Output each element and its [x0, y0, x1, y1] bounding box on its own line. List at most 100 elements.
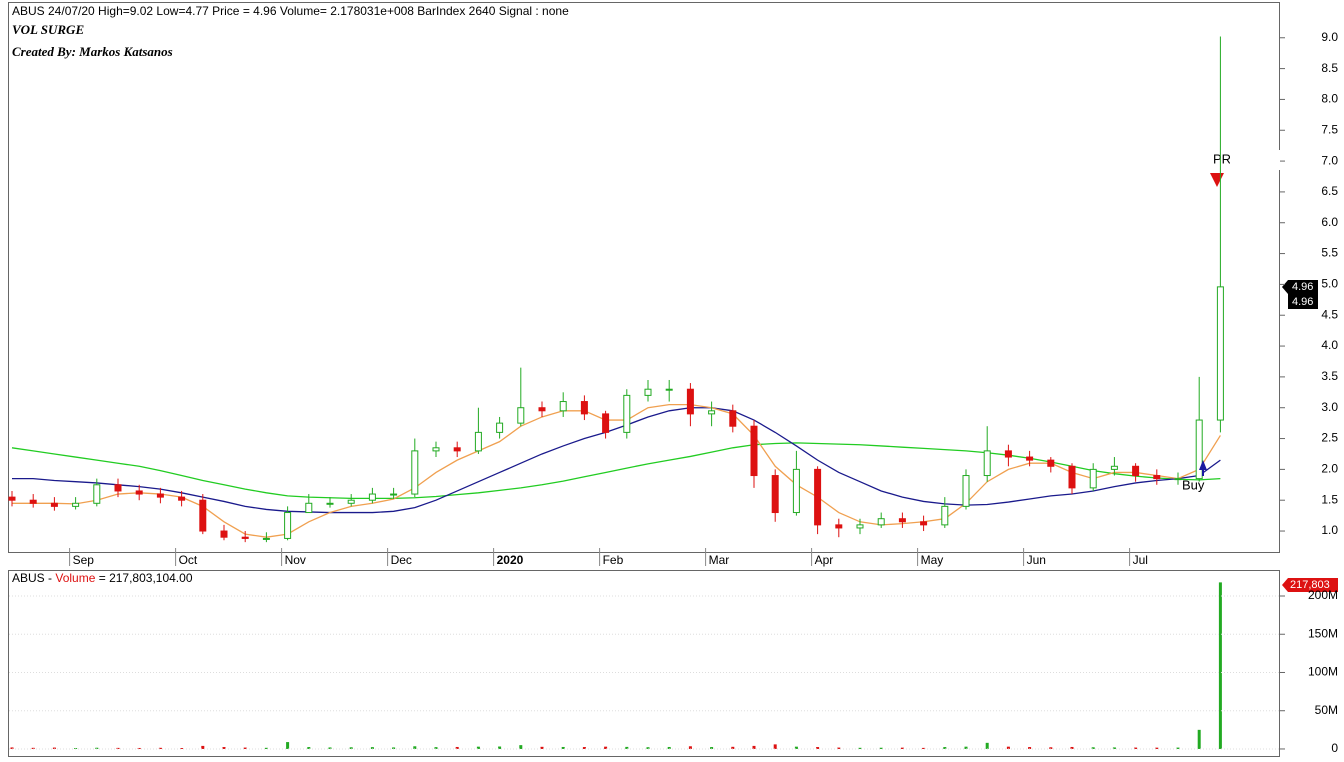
volume-bar [752, 745, 756, 749]
volume-bar [1070, 746, 1074, 749]
clip [1230, 150, 1280, 170]
volume-bar [964, 746, 968, 749]
y-tick-label: 8.5 [1321, 61, 1338, 75]
volume-bar [582, 747, 586, 749]
y-tick-label: 2.5 [1321, 431, 1338, 445]
y-tick-label: 3.5 [1321, 369, 1338, 383]
candle-body [1047, 459, 1055, 467]
volume-bar [1218, 582, 1222, 749]
volume-bar [540, 746, 544, 749]
candle-body [792, 468, 800, 514]
candle-body [8, 496, 16, 501]
candle-body [262, 537, 270, 540]
candle-body [580, 401, 588, 415]
volume-bar [1155, 747, 1159, 749]
candle-body [729, 410, 737, 427]
candle-body [665, 388, 673, 391]
candle-body [644, 388, 652, 396]
volume-header: ABUS - Volume = 217,803,104.00 [12, 571, 193, 585]
volume-bar [816, 747, 820, 749]
y-tick-label: 150M [1308, 626, 1338, 640]
y-tick-label: 5.0 [1321, 277, 1338, 291]
candle-body [962, 475, 970, 507]
candle-body [1153, 475, 1161, 480]
volume-bar [243, 747, 247, 749]
candle-body [559, 401, 567, 412]
y-tick-label: 8.0 [1321, 92, 1338, 106]
y-tick-label: 100M [1308, 665, 1338, 679]
volume-bar [307, 747, 311, 749]
candle-body [474, 431, 482, 452]
x-tick-label: Nov [285, 553, 306, 567]
candle-body [347, 499, 355, 504]
candle-body [411, 450, 419, 495]
y-tick-label: 50M [1315, 703, 1338, 717]
volume-bar [688, 746, 692, 749]
volume-bar [519, 745, 523, 749]
candle-body [178, 496, 186, 501]
x-tick-label: Dec [391, 553, 412, 567]
volume-bar [31, 747, 35, 749]
volume-bar [95, 747, 99, 749]
candle-body [241, 536, 249, 539]
volume-bar [52, 747, 56, 749]
volume-panel [8, 570, 1280, 757]
price-label: 4.96 [1292, 281, 1313, 293]
candle-body [814, 468, 822, 526]
volume-name: Volume [55, 571, 95, 585]
volume-bar [1028, 747, 1032, 749]
volume-bar [180, 748, 184, 749]
candle-body [898, 518, 906, 523]
y-tick-label: 4.0 [1321, 338, 1338, 352]
volume-bar [201, 745, 205, 749]
volume-bar [10, 747, 14, 749]
candle-body [220, 530, 228, 538]
volume-bar [858, 747, 862, 749]
candle-body [686, 388, 694, 415]
candle-body [920, 521, 928, 526]
volume-bar [370, 747, 374, 749]
volume-bar [710, 747, 714, 749]
volume-bar [837, 747, 841, 749]
candle-body [199, 499, 207, 532]
volume-bar [922, 747, 926, 749]
volume-symbol: ABUS - [12, 571, 52, 585]
candle-body [1132, 465, 1140, 477]
candle-body [156, 493, 164, 498]
volume-bar [286, 742, 290, 749]
volume-bar [561, 746, 565, 749]
volume-bar [264, 747, 268, 749]
candle-body [326, 502, 334, 505]
volume-bar [900, 747, 904, 749]
volume-bar [455, 746, 459, 749]
volume-bar [625, 746, 629, 749]
x-tick-label: Jul [1133, 553, 1148, 567]
y-tick-label: 2.0 [1321, 462, 1338, 476]
volume-bar [985, 742, 989, 749]
candle-body [517, 407, 525, 424]
candle-body [1004, 450, 1012, 458]
y-tick-label: 6.5 [1321, 184, 1338, 198]
volume-bar [137, 747, 141, 749]
buy-annotation: Buy [1182, 477, 1205, 492]
volume-bar [943, 747, 947, 749]
candle-body [1026, 456, 1034, 461]
chart-title: VOL SURGE [12, 22, 84, 37]
indicator-line [12, 403, 1221, 538]
candle-body [93, 484, 101, 504]
candle-body [305, 502, 313, 514]
y-tick-label: 0 [1331, 741, 1338, 755]
candle-body [835, 524, 843, 529]
candle-body [602, 413, 610, 433]
volume-bar [604, 746, 608, 749]
volume-bar [434, 747, 438, 749]
x-tick-label: Oct [179, 553, 198, 567]
candle-body [941, 505, 949, 526]
chart-subtitle: Created By: Markos Katsanos [12, 44, 173, 59]
candle-body [29, 499, 37, 504]
indicator-line [11, 442, 1221, 500]
header: ABUS 24/07/20 High=9.02 Low=4.77 Price =… [12, 4, 569, 18]
candle-body [856, 524, 864, 529]
